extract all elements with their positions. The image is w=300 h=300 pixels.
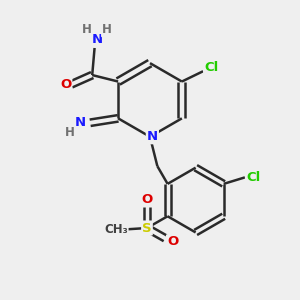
Text: H: H (102, 23, 112, 36)
Text: O: O (60, 78, 71, 91)
Text: Cl: Cl (246, 171, 260, 184)
Text: H: H (65, 126, 75, 139)
Text: N: N (92, 33, 103, 46)
Text: CH₃: CH₃ (104, 223, 128, 236)
Text: N: N (75, 116, 86, 129)
Text: Cl: Cl (204, 61, 218, 74)
Text: S: S (142, 221, 152, 235)
Text: H: H (82, 23, 92, 36)
Text: O: O (141, 193, 153, 206)
Text: N: N (147, 130, 158, 143)
Text: O: O (167, 236, 178, 248)
